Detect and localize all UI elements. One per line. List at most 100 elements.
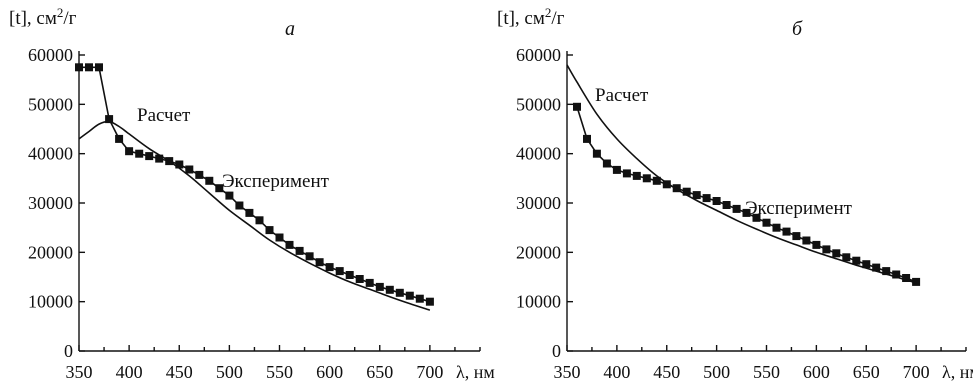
chart-panel-2: 0 10000 20000 30000 40000 50000 60000 350 400 450… (497, 5, 973, 382)
data-point (882, 267, 891, 276)
data-point (295, 246, 304, 255)
data-point (285, 240, 294, 249)
series-label-calculation: Расчет (137, 105, 191, 126)
data-point (573, 102, 581, 111)
data-point (742, 208, 751, 217)
data-point (425, 297, 434, 306)
y-tick-label: 40000 (516, 144, 561, 164)
series-line-calculation (566, 64, 917, 284)
data-point (852, 256, 861, 265)
data-point (175, 160, 184, 169)
data-point (832, 249, 841, 258)
data-point (602, 159, 611, 168)
y-tick-label: 20000 (28, 242, 73, 262)
data-point (275, 233, 284, 242)
data-point (782, 227, 791, 236)
data-point (315, 258, 324, 267)
y-tick-label: 60000 (28, 45, 73, 65)
x-tick-label: 350 (554, 362, 581, 382)
data-point (682, 187, 691, 196)
y-tick-label: 60000 (516, 45, 561, 65)
data-point (822, 245, 831, 254)
data-point (235, 201, 244, 210)
panel-label: а (285, 18, 295, 40)
data-point (85, 63, 93, 72)
data-point (95, 63, 103, 72)
data-point (672, 184, 681, 193)
data-point (355, 275, 364, 283)
y-tick-label: 50000 (28, 94, 73, 114)
y-tick-label: 30000 (28, 193, 73, 213)
data-point (145, 152, 154, 161)
data-point (632, 171, 641, 180)
series-label-experiment: Эксперимент (222, 171, 330, 192)
x-tick-label: 550 (753, 362, 780, 382)
data-point (265, 226, 274, 235)
data-point (842, 253, 851, 262)
data-point (185, 165, 194, 174)
data-point (385, 285, 394, 294)
x-tick-label: 650 (366, 362, 393, 382)
x-axis-label: λ, нм (456, 362, 495, 382)
data-point (225, 191, 234, 200)
x-tick-label: 450 (653, 362, 680, 382)
series-line-experiment (576, 106, 917, 283)
data-point (902, 274, 911, 282)
x-tick-label: 600 (803, 362, 830, 382)
data-point (365, 278, 374, 287)
data-point (395, 288, 404, 297)
data-point (892, 270, 901, 279)
data-point (702, 194, 711, 203)
series-label-calculation: Расчет (595, 85, 649, 106)
data-point (642, 174, 651, 183)
data-point (732, 204, 741, 213)
x-axis-label: λ, нм (942, 362, 973, 382)
y-tick-label: 30000 (516, 193, 561, 213)
data-point (195, 170, 204, 179)
x-tick-label: 450 (166, 362, 193, 382)
data-point (305, 252, 314, 261)
data-point (662, 180, 671, 189)
data-point (335, 267, 344, 276)
data-point (802, 236, 811, 245)
data-point (255, 216, 264, 225)
data-point (862, 260, 871, 269)
data-point (792, 232, 801, 241)
data-point (345, 271, 354, 279)
data-point (692, 191, 701, 200)
data-point (245, 208, 254, 217)
x-tick-label: 500 (216, 362, 243, 382)
x-tick-label: 700 (903, 362, 930, 382)
data-point (612, 165, 621, 174)
panel-label: б (792, 18, 803, 40)
y-tick-label: 40000 (28, 144, 73, 164)
x-tick-label: 650 (853, 362, 880, 382)
x-tick-label: 400 (116, 362, 143, 382)
data-point (762, 218, 771, 227)
y-tick-label: 20000 (516, 242, 561, 262)
data-point (712, 197, 721, 205)
data-point (772, 223, 781, 232)
y-tick-label: 50000 (516, 94, 561, 114)
y-tick-label: 10000 (28, 292, 73, 312)
data-point (405, 291, 414, 300)
data-point (115, 134, 124, 143)
data-point (415, 294, 424, 303)
data-point (722, 201, 731, 209)
y-tick-label: 10000 (516, 292, 561, 312)
series-label-experiment: Эксперимент (745, 198, 853, 219)
x-tick-label: 700 (416, 362, 443, 382)
data-point (105, 115, 114, 124)
data-point (812, 240, 821, 249)
data-point (75, 63, 83, 72)
data-point (325, 263, 334, 272)
data-point (375, 282, 384, 291)
data-point (912, 277, 921, 286)
data-point (205, 176, 214, 185)
y-axis-label: [t], см2/г (9, 5, 77, 29)
data-point (125, 147, 134, 156)
x-tick-label: 350 (66, 362, 93, 382)
data-point (872, 263, 881, 272)
x-tick-label: 500 (703, 362, 730, 382)
